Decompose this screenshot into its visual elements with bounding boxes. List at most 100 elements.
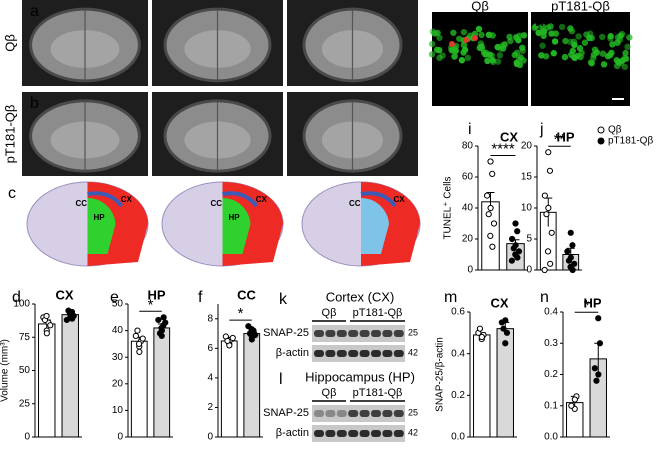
region-label: CC — [211, 199, 223, 208]
blot-band — [348, 410, 359, 417]
bar — [220, 340, 238, 438]
y-tick-label: 6 — [207, 343, 213, 354]
neuron — [494, 58, 502, 65]
data-point — [500, 325, 507, 332]
blot-band — [371, 430, 381, 437]
neuron — [575, 33, 582, 40]
y-tick-label: 0 — [526, 265, 532, 276]
neuron — [600, 61, 608, 68]
blot-band — [382, 410, 393, 417]
blot-band — [325, 350, 336, 357]
neuron — [458, 57, 466, 64]
data-point — [508, 235, 516, 243]
y-tick-label: 80 — [462, 141, 474, 152]
neuron — [539, 23, 547, 30]
row-label: β-actin — [276, 427, 309, 439]
neuron — [561, 53, 569, 61]
y-axis-label: SNAP-25/β-actin — [435, 337, 446, 412]
y-tick-label: 0.0 — [451, 432, 465, 443]
y-tick-label: 0.4 — [544, 307, 558, 318]
neuron — [516, 61, 524, 69]
y-tick-label: 100 — [13, 299, 30, 310]
y-tick-label: 0.3 — [544, 338, 558, 349]
y-tick-label: 5 — [526, 234, 532, 245]
data-point — [47, 322, 54, 329]
y-tick-label: 50 — [112, 299, 124, 310]
size-label: 25 — [408, 407, 418, 417]
row-label: SNAP-25 — [263, 407, 309, 419]
stain-label: TUNEL — [436, 94, 469, 105]
y-tick-label: 0.4 — [451, 348, 465, 359]
neuron — [607, 35, 614, 42]
atlas-hp — [361, 197, 389, 254]
neuron — [428, 40, 436, 48]
y-tick-label: 25 — [19, 398, 31, 409]
neuron — [562, 37, 569, 45]
neuron — [496, 52, 504, 59]
neuron — [484, 57, 491, 65]
blot-band — [348, 350, 359, 357]
blot-band — [359, 330, 370, 337]
neuron — [624, 43, 631, 51]
y-tick-label: 40 — [112, 325, 124, 336]
data-point — [489, 170, 496, 177]
neuron — [520, 57, 527, 64]
chart-title: CX — [490, 295, 508, 310]
blot-band — [314, 430, 324, 437]
data-point — [591, 365, 598, 372]
bar — [38, 323, 56, 438]
neuron — [451, 52, 459, 60]
panel-letter: l — [279, 371, 283, 388]
data-point — [571, 396, 578, 403]
data-point — [593, 377, 600, 384]
data-point — [595, 371, 602, 378]
data-point — [503, 329, 511, 336]
data-point — [547, 260, 554, 267]
data-point — [484, 192, 491, 199]
blot-band — [359, 410, 370, 417]
panel-letter: j — [539, 121, 544, 138]
group-label: Qβ — [322, 387, 337, 399]
significance-label: **** — [491, 140, 515, 157]
blot-band — [393, 430, 404, 437]
data-point — [543, 211, 550, 218]
blot-strip — [312, 425, 405, 442]
data-point — [502, 340, 509, 347]
data-point — [485, 211, 492, 218]
panel-letter: n — [540, 289, 549, 306]
legend-marker — [597, 137, 605, 145]
data-point — [250, 328, 257, 336]
data-point — [476, 325, 484, 332]
data-point — [490, 220, 498, 227]
neuron — [532, 23, 539, 30]
neuron — [567, 25, 574, 32]
y-tick-label: 20 — [462, 234, 474, 245]
data-point — [134, 327, 141, 334]
region-label: CX — [121, 195, 133, 204]
y-axis-label: Volume (mm³) — [0, 339, 11, 402]
blot-band — [359, 350, 370, 357]
data-point — [478, 333, 485, 341]
significance-label: * — [238, 305, 244, 322]
data-point — [508, 257, 515, 264]
data-point — [489, 243, 496, 250]
data-point — [567, 229, 574, 236]
y-tick-label: 2 — [207, 402, 213, 413]
blot-band — [382, 430, 393, 437]
neuron — [578, 49, 585, 57]
neuron — [581, 39, 589, 46]
neuron — [436, 46, 443, 54]
y-tick-label: 75 — [19, 332, 31, 343]
neuron — [623, 55, 630, 62]
neuron — [547, 23, 554, 30]
y-tick-label: 0 — [24, 432, 30, 443]
tunel-cell — [463, 37, 469, 43]
bar — [61, 314, 79, 438]
blot-band — [348, 430, 359, 437]
bar — [243, 333, 261, 438]
significance-label: ** — [554, 131, 566, 148]
neuron — [626, 34, 633, 41]
y-tick-label: 15 — [521, 172, 533, 183]
